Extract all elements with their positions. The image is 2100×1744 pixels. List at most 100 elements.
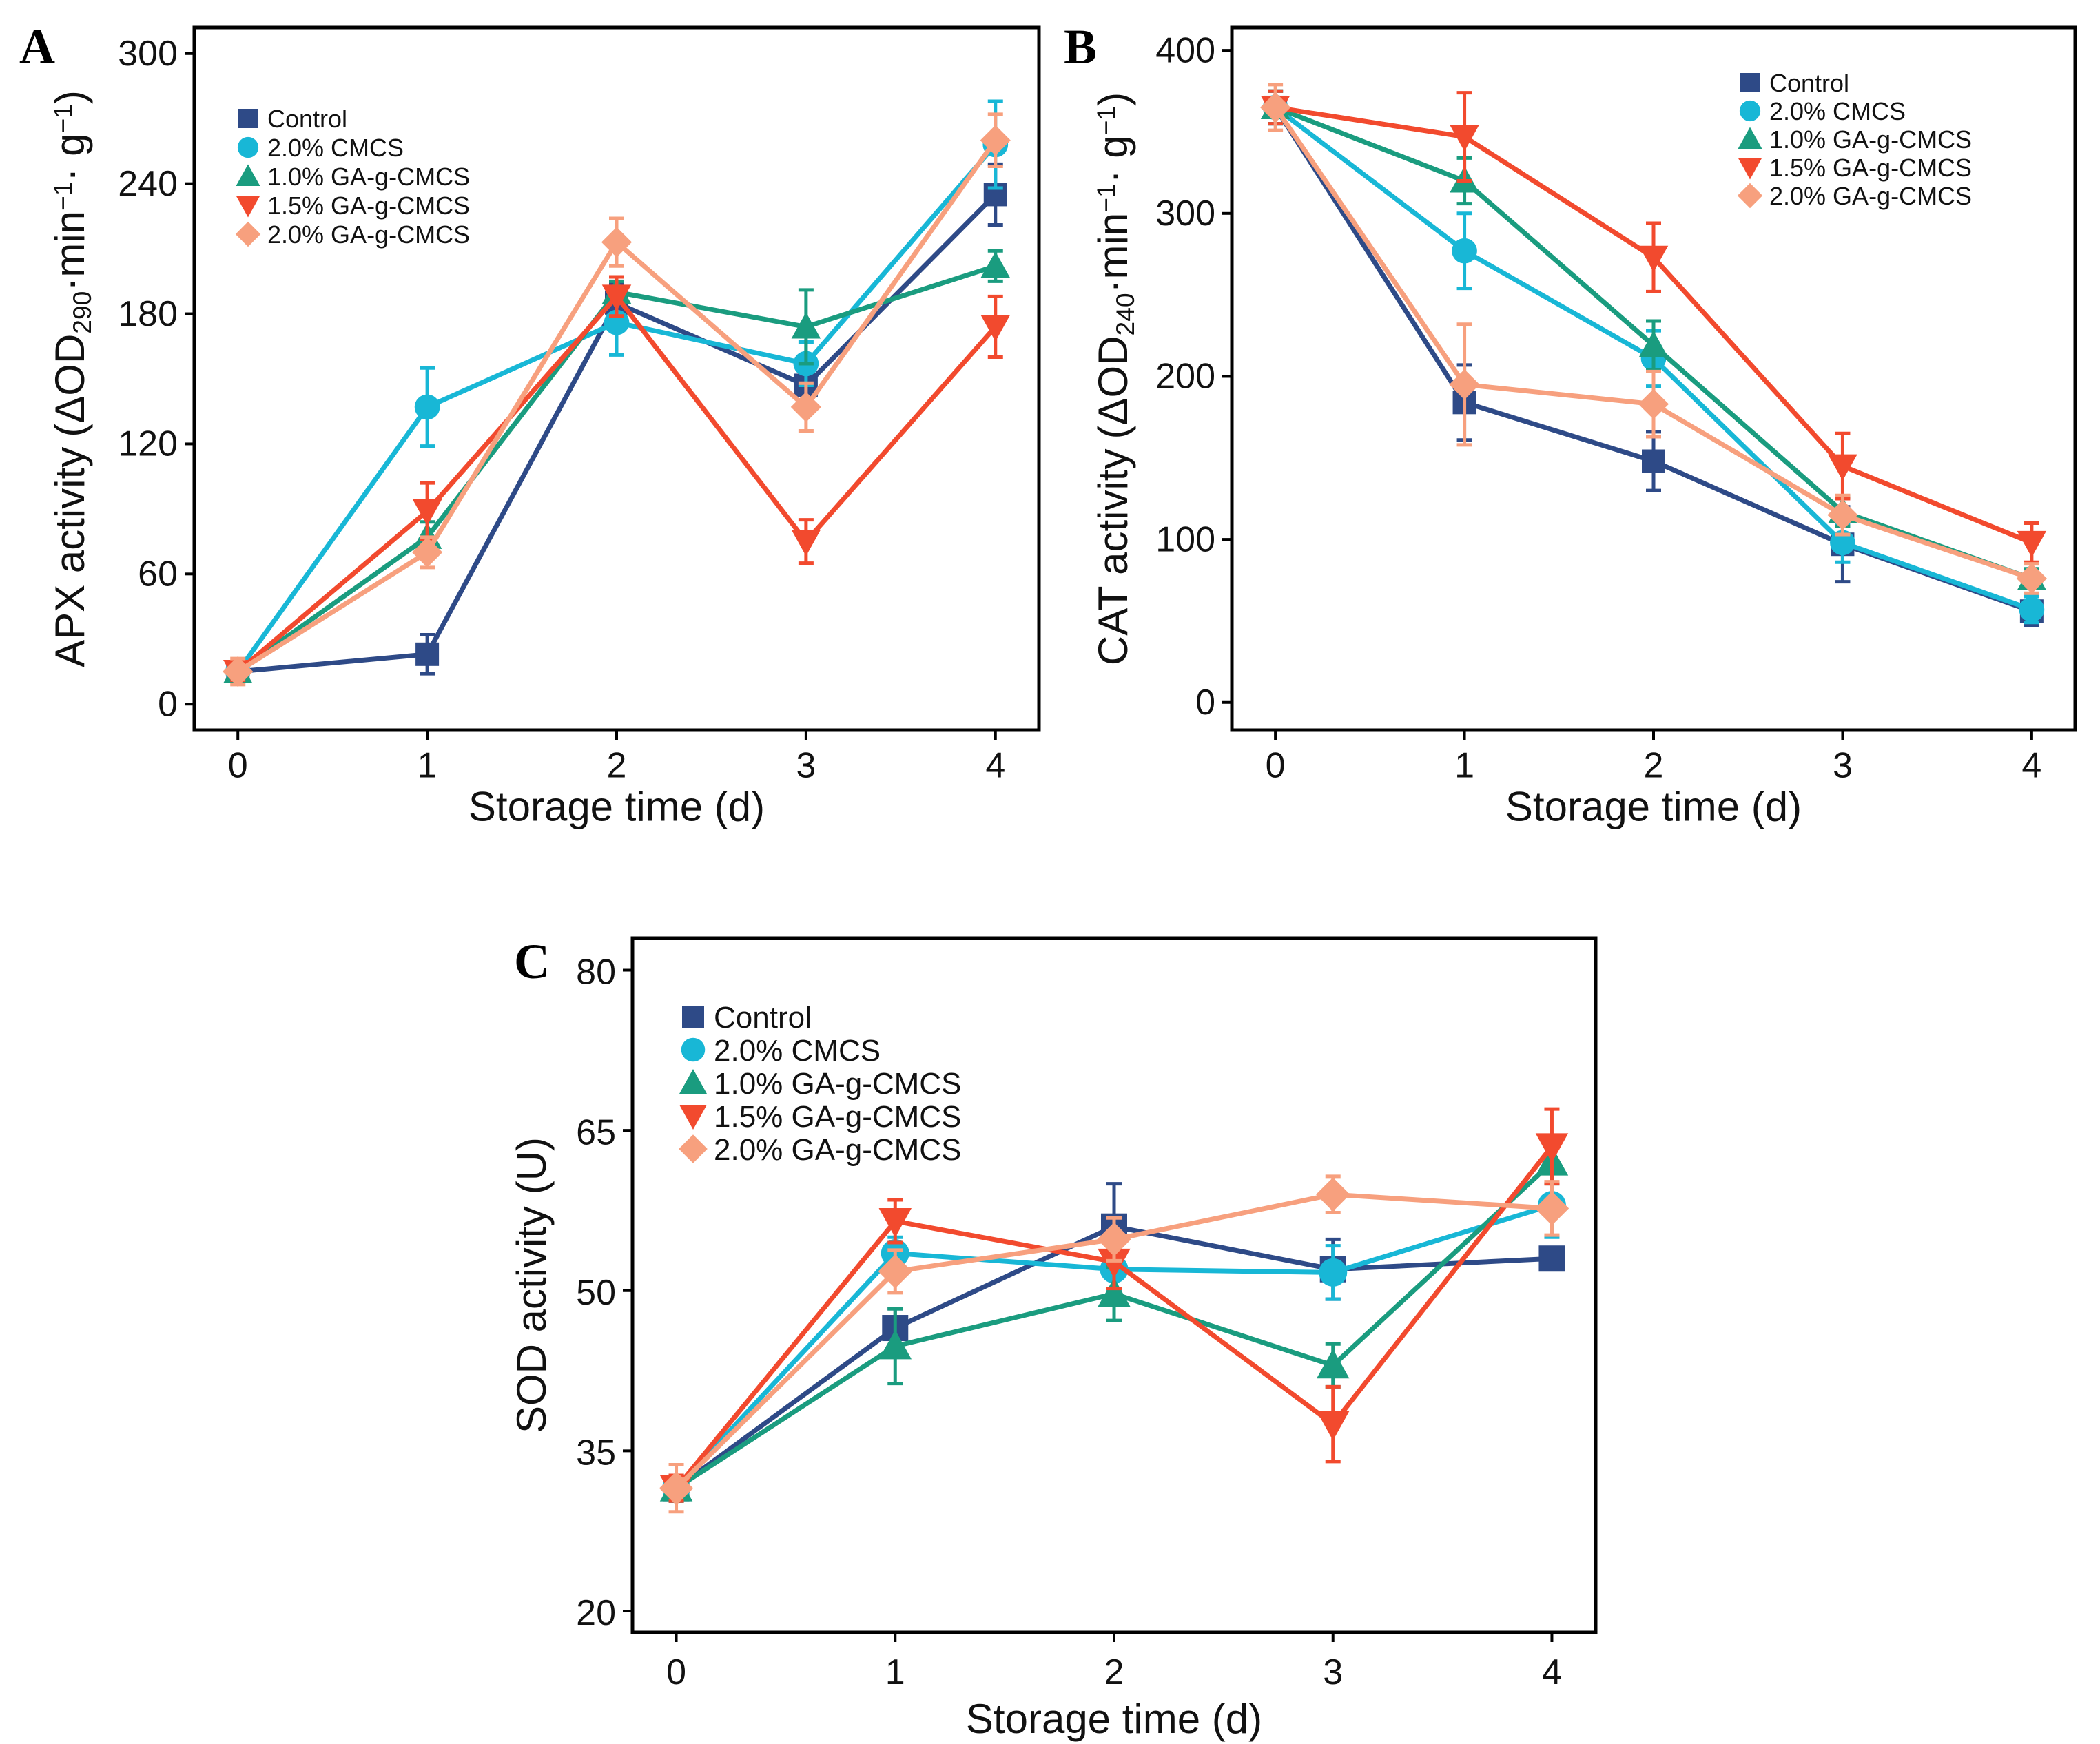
x-tick-label: 1 <box>418 745 438 785</box>
x-tick-label: 3 <box>796 745 816 785</box>
data-point <box>415 642 440 666</box>
data-point <box>1642 449 1665 473</box>
y-axis-title-part: APX activity <box>47 447 93 667</box>
y-axis-title-part: (ΔOD <box>47 334 93 437</box>
legend-item: 1.0% GA-g-CMCS <box>236 163 470 191</box>
y-tick-label: 300 <box>1155 194 1215 233</box>
series-2-0-ga-g-cmcs <box>659 1174 1569 1514</box>
y-axis-title-part: −1 <box>48 104 77 133</box>
legend-item: 2.0% CMCS <box>237 134 404 162</box>
legend-label: 1.0% GA-g-CMCS <box>1769 125 1972 154</box>
x-tick-label: 4 <box>985 745 1005 785</box>
panel-a: A 0 60 120 180 240 300 0 1 2 3 4 Storage time (d) APX… <box>19 19 1041 829</box>
legend-item: Control <box>238 105 347 133</box>
y-axis-title-part: ·min <box>47 211 93 291</box>
y-tick-label: 300 <box>118 34 178 74</box>
data-point <box>1098 1277 1131 1307</box>
x-tick-label: 1 <box>1454 745 1474 785</box>
legend-item: 1.5% GA-g-CMCS <box>1738 154 1972 182</box>
legend-label: 2.0% GA-g-CMCS <box>1769 182 1972 210</box>
y-tick-label: 35 <box>576 1433 616 1473</box>
x-axis-title: Storage time (d) <box>966 1696 1262 1742</box>
y-axis-title-part: ) <box>47 90 93 104</box>
data-point <box>2016 563 2047 594</box>
y-tick-label: 20 <box>576 1593 616 1633</box>
y-tick-label: 200 <box>1155 357 1215 397</box>
data-point <box>1098 1248 1131 1278</box>
y-tick-label: 0 <box>1195 683 1215 723</box>
y-axis-title-part: SOD activity (U) <box>508 1137 555 1433</box>
data-point <box>980 251 1011 278</box>
legend-marker <box>1738 127 1762 149</box>
x-axis-title: Storage time (d) <box>469 783 765 829</box>
x-tick-label: 2 <box>1644 745 1664 785</box>
y-tick-label: 65 <box>576 1112 616 1152</box>
legend-marker <box>235 221 261 247</box>
y-tick-label: 60 <box>138 554 178 594</box>
y-axis-title-part: CAT activity <box>1090 449 1136 666</box>
data-point <box>414 394 440 420</box>
y-axis-title-part: 290 <box>68 291 96 334</box>
data-point <box>1097 1222 1131 1257</box>
x-tick-label: 3 <box>1833 745 1853 785</box>
y-axis-title-part: ) <box>1090 92 1136 106</box>
data-point <box>1319 1258 1348 1287</box>
legend-item: Control <box>682 1001 812 1035</box>
legend-item: 1.5% GA-g-CMCS <box>236 191 470 220</box>
data-point <box>659 1471 694 1506</box>
series-1-5-ga-g-cmcs <box>223 275 1011 687</box>
y-tick-label: 100 <box>1155 519 1215 559</box>
y-tick-label: 240 <box>118 164 178 204</box>
data-point <box>1638 245 1669 272</box>
y-axis-title-part: (ΔOD <box>1090 335 1136 439</box>
legend-marker <box>682 1006 704 1028</box>
x-tick-label: 2 <box>607 745 627 785</box>
legend-label: Control <box>267 105 347 133</box>
y-axis-title-part: −1 <box>1091 183 1120 212</box>
legend-marker <box>679 1134 708 1163</box>
data-point <box>878 1207 912 1238</box>
legend-marker <box>679 1105 707 1130</box>
data-point <box>1638 388 1669 419</box>
y-axis-title-part: · g <box>1090 135 1136 183</box>
data-point <box>2017 530 2047 558</box>
panel-c: C 20 35 50 65 80 0 1 2 3 4 Storage time (d) SOD acti… <box>508 934 1598 1742</box>
legend-item: 2.0% GA-g-CMCS <box>235 220 470 249</box>
x-axis-title: Storage time (d) <box>1505 783 1802 829</box>
data-point <box>1450 125 1479 152</box>
legend-label: 2.0% CMCS <box>714 1034 881 1068</box>
panel-label: C <box>514 934 550 989</box>
legend-label: Control <box>1769 69 1849 97</box>
y-axis-title: APX activity(ΔOD290·min−1· g−1) <box>47 90 96 667</box>
panel-label: B <box>1064 19 1097 74</box>
data-point <box>1316 1349 1350 1379</box>
y-axis-title: SOD activity (U) <box>508 1137 555 1433</box>
legend-marker <box>679 1069 707 1094</box>
data-point <box>2019 596 2045 623</box>
y-tick-label: 80 <box>576 953 616 993</box>
data-point <box>1827 499 1858 530</box>
legend-item: 1.0% GA-g-CMCS <box>679 1067 961 1101</box>
legend-label: 1.0% GA-g-CMCS <box>714 1067 961 1101</box>
data-point <box>1535 1133 1569 1163</box>
legend-item: 2.0% GA-g-CMCS <box>1737 182 1972 210</box>
legend-label: 2.0% CMCS <box>267 134 404 162</box>
data-point <box>1638 331 1669 357</box>
panel-label: A <box>19 19 55 74</box>
x-tick-label: 0 <box>1266 745 1286 785</box>
legend-marker <box>1740 73 1760 92</box>
legend-item: Control <box>1740 69 1849 97</box>
y-tick-label: 180 <box>118 294 178 334</box>
legend-item: 2.0% GA-g-CMCS <box>679 1133 961 1167</box>
x-tick-label: 4 <box>2021 745 2041 785</box>
x-tick-label: 4 <box>1542 1652 1562 1692</box>
legend-label: 2.0% GA-g-CMCS <box>714 1133 961 1167</box>
y-axis-title-part: −1 <box>48 182 77 211</box>
data-point <box>601 284 632 311</box>
data-point <box>601 227 632 258</box>
x-tick-label: 0 <box>228 745 248 785</box>
